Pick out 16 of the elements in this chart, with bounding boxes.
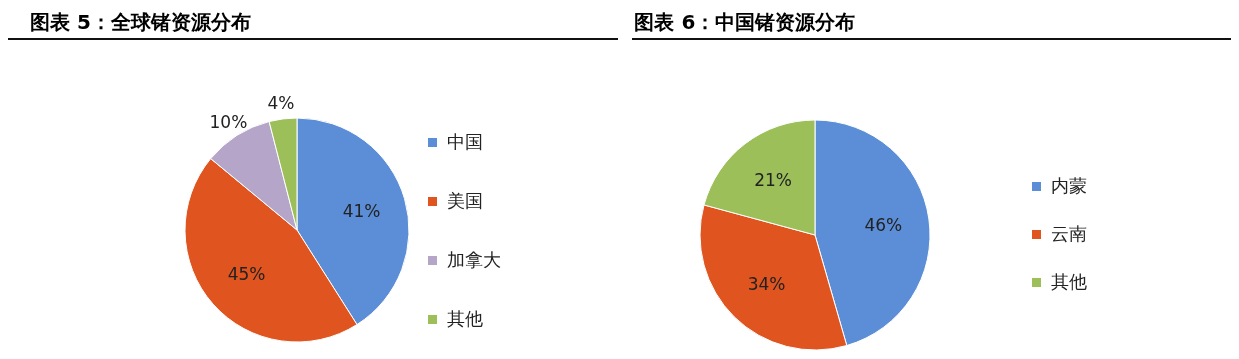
- data-label: 46%: [864, 215, 903, 236]
- data-label: 10%: [209, 111, 248, 132]
- legend-label: 云南: [1051, 222, 1088, 246]
- legend-label: 加拿大: [447, 248, 501, 272]
- data-label: 21%: [754, 170, 793, 191]
- legend-label: 内蒙: [1051, 174, 1088, 198]
- data-label: 34%: [748, 274, 786, 295]
- chart-title: 图表 6：中国锗资源分布: [632, 8, 1231, 40]
- legend-label: 中国: [447, 130, 483, 154]
- data-label: 45%: [227, 264, 266, 285]
- legend-label: 美国: [447, 189, 483, 213]
- data-label: 4%: [267, 93, 295, 114]
- data-label: 41%: [342, 201, 381, 222]
- legend-label: 其他: [447, 307, 483, 331]
- legend-label: 其他: [1051, 270, 1088, 294]
- chart-title: 图表 5：全球锗资源分布: [8, 8, 619, 40]
